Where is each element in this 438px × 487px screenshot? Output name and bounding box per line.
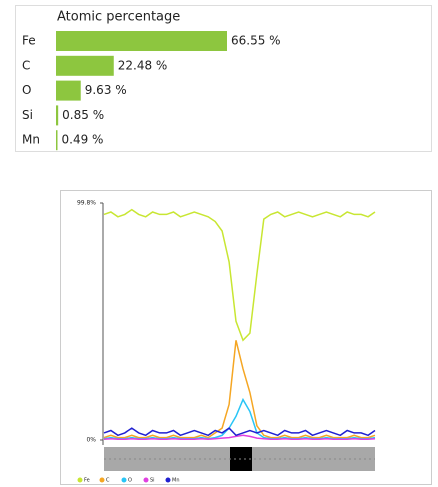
legend-label: Fe	[84, 478, 90, 484]
bar	[56, 105, 58, 125]
value-label: 22.48 %	[118, 58, 168, 72]
legend-label: C	[106, 478, 110, 484]
category-label: Mn	[22, 133, 40, 147]
bar-panel	[16, 6, 432, 152]
legend-swatch	[166, 478, 171, 483]
legend-label: Si	[150, 478, 155, 484]
legend-swatch	[100, 478, 105, 483]
bar	[56, 81, 81, 101]
legend-swatch	[78, 478, 83, 483]
value-label: 0.85 %	[62, 108, 104, 122]
value-label: 0.49 %	[62, 133, 104, 147]
page: {"chart_data": [ {"type": "hbar", "title…	[0, 0, 438, 487]
screen: Atomic percentage Fe 66.55 % C 22.48 % O 9.63…	[0, 0, 438, 487]
category-label: Si	[22, 108, 33, 122]
bar	[56, 56, 114, 76]
y-tick-label: 0%	[86, 437, 96, 444]
value-label: 9.63 %	[85, 83, 127, 97]
category-label: Fe	[22, 34, 36, 48]
y-tick-label: 99.8%	[77, 200, 96, 207]
legend-swatch	[144, 478, 149, 483]
category-label: C	[22, 58, 30, 72]
chart-title: Atomic percentage	[57, 10, 180, 25]
legend-label: Mn	[172, 478, 179, 484]
bar	[56, 31, 227, 51]
category-label: O	[22, 83, 31, 97]
legend-label: O	[128, 478, 132, 484]
legend-swatch	[122, 478, 127, 483]
value-label: 66.55 %	[231, 34, 281, 48]
bar	[56, 130, 58, 150]
